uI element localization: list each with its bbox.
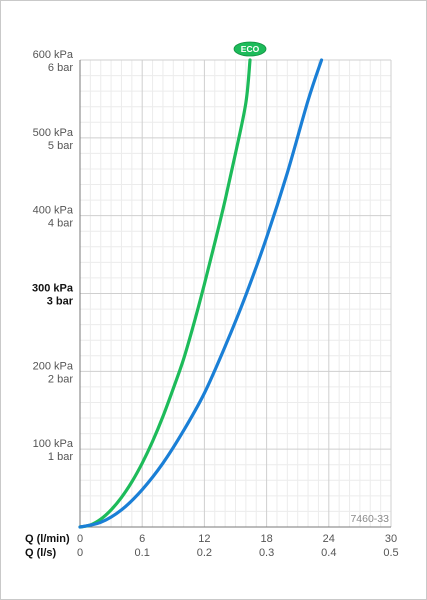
y-tick-label-kpa: 600 kPa (33, 49, 74, 61)
x-tick-label-l-min: 30 (385, 533, 397, 545)
series-lines (78, 58, 324, 529)
x-tick-label-l-min: 0 (77, 533, 83, 545)
x-tick-label-l-s: 0 (77, 547, 83, 559)
x-tick-label-l-min: 12 (198, 533, 210, 545)
x-tick-label-l-s: 0.1 (135, 547, 150, 559)
y-tick-label-kpa: 400 kPa (33, 205, 74, 217)
x-tick-label-l-min: 6 (139, 533, 145, 545)
x-tick-label-l-s: 0.5 (383, 547, 398, 559)
x-axis-tick-labels: 0 6 12 18 24 30 0 0.1 0.2 0.3 0.4 0.5 (77, 533, 399, 559)
eco-badge-label: ECO (241, 44, 260, 54)
x-tick-label-l-s: 0.3 (259, 547, 274, 559)
y-tick-label-bar: 2 bar (48, 373, 73, 385)
standard-series-line (78, 58, 324, 529)
eco-series-line (78, 58, 252, 529)
y-tick-label-kpa: 500 kPa (33, 127, 74, 139)
major-grid (80, 59, 392, 527)
y-tick-label-kpa: 100 kPa (33, 438, 74, 450)
x-axis-label-l-s: Q (l/s) (25, 547, 57, 559)
eco-badge-shape (233, 41, 267, 57)
x-axis-label-l-min: Q (l/min) (25, 533, 70, 545)
chart-code-label: 7460-33 (350, 513, 389, 525)
eco-badge: ECO (233, 41, 267, 57)
x-tick-label-l-s: 0.2 (197, 547, 212, 559)
y-tick-label-kpa: 200 kPa (33, 360, 74, 372)
y-tick-label-bar: 5 bar (48, 140, 73, 152)
y-tick-label-bar: 4 bar (48, 218, 73, 230)
y-tick-label-bar: 3 bar (47, 296, 74, 308)
y-tick-label-bar: 6 bar (48, 62, 73, 74)
x-tick-label-l-min: 24 (323, 533, 335, 545)
y-tick-label-kpa: 300 kPa (32, 283, 74, 295)
x-tick-label-l-s: 0.4 (321, 547, 336, 559)
axes (79, 60, 391, 528)
y-tick-label-bar: 1 bar (48, 451, 73, 463)
x-tick-label-l-min: 18 (260, 533, 272, 545)
